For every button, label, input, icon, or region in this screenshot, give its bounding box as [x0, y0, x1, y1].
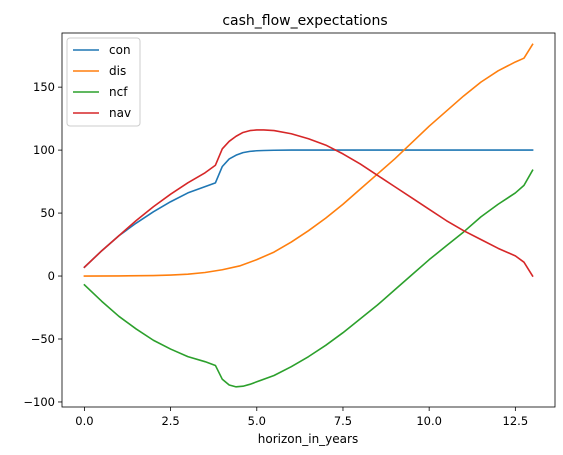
chart-title: cash_flow_expectations	[222, 13, 387, 29]
x-tick-label: 7.5	[334, 414, 352, 428]
x-axis-label: horizon_in_years	[258, 432, 358, 446]
y-tick-label: 150	[33, 80, 55, 94]
legend-label-nav: nav	[109, 106, 131, 120]
plot-marks	[83, 43, 534, 388]
x-tick-label: 10.0	[416, 414, 442, 428]
y-tick-label: −50	[31, 332, 55, 346]
x-axis-ticks: 0.0 2.5 5.0 7.5 10.0 12.5	[75, 407, 528, 428]
legend-box	[66, 37, 141, 127]
series-line-con	[83, 149, 534, 269]
series-line-nav	[83, 129, 534, 278]
x-tick-label: 5.0	[248, 414, 266, 428]
y-tick-label: 0	[48, 269, 55, 283]
plot-frame	[61, 32, 556, 408]
y-tick-label: −100	[23, 395, 55, 409]
legend-label-ncf: ncf	[109, 85, 128, 99]
legend: con dis ncf nav	[66, 37, 141, 127]
legend-label-con: con	[109, 43, 131, 57]
x-tick-label: 12.5	[503, 414, 529, 428]
x-tick-label: 2.5	[161, 414, 179, 428]
y-tick-label: 100	[33, 143, 55, 157]
y-axis-ticks: −100 −50 0 50 100 150	[23, 80, 62, 409]
x-tick-label: 0.0	[75, 414, 93, 428]
series-line-dis	[83, 43, 534, 277]
y-tick-label: 50	[40, 206, 55, 220]
series-line-ncf	[83, 169, 534, 388]
legend-label-dis: dis	[109, 64, 126, 78]
